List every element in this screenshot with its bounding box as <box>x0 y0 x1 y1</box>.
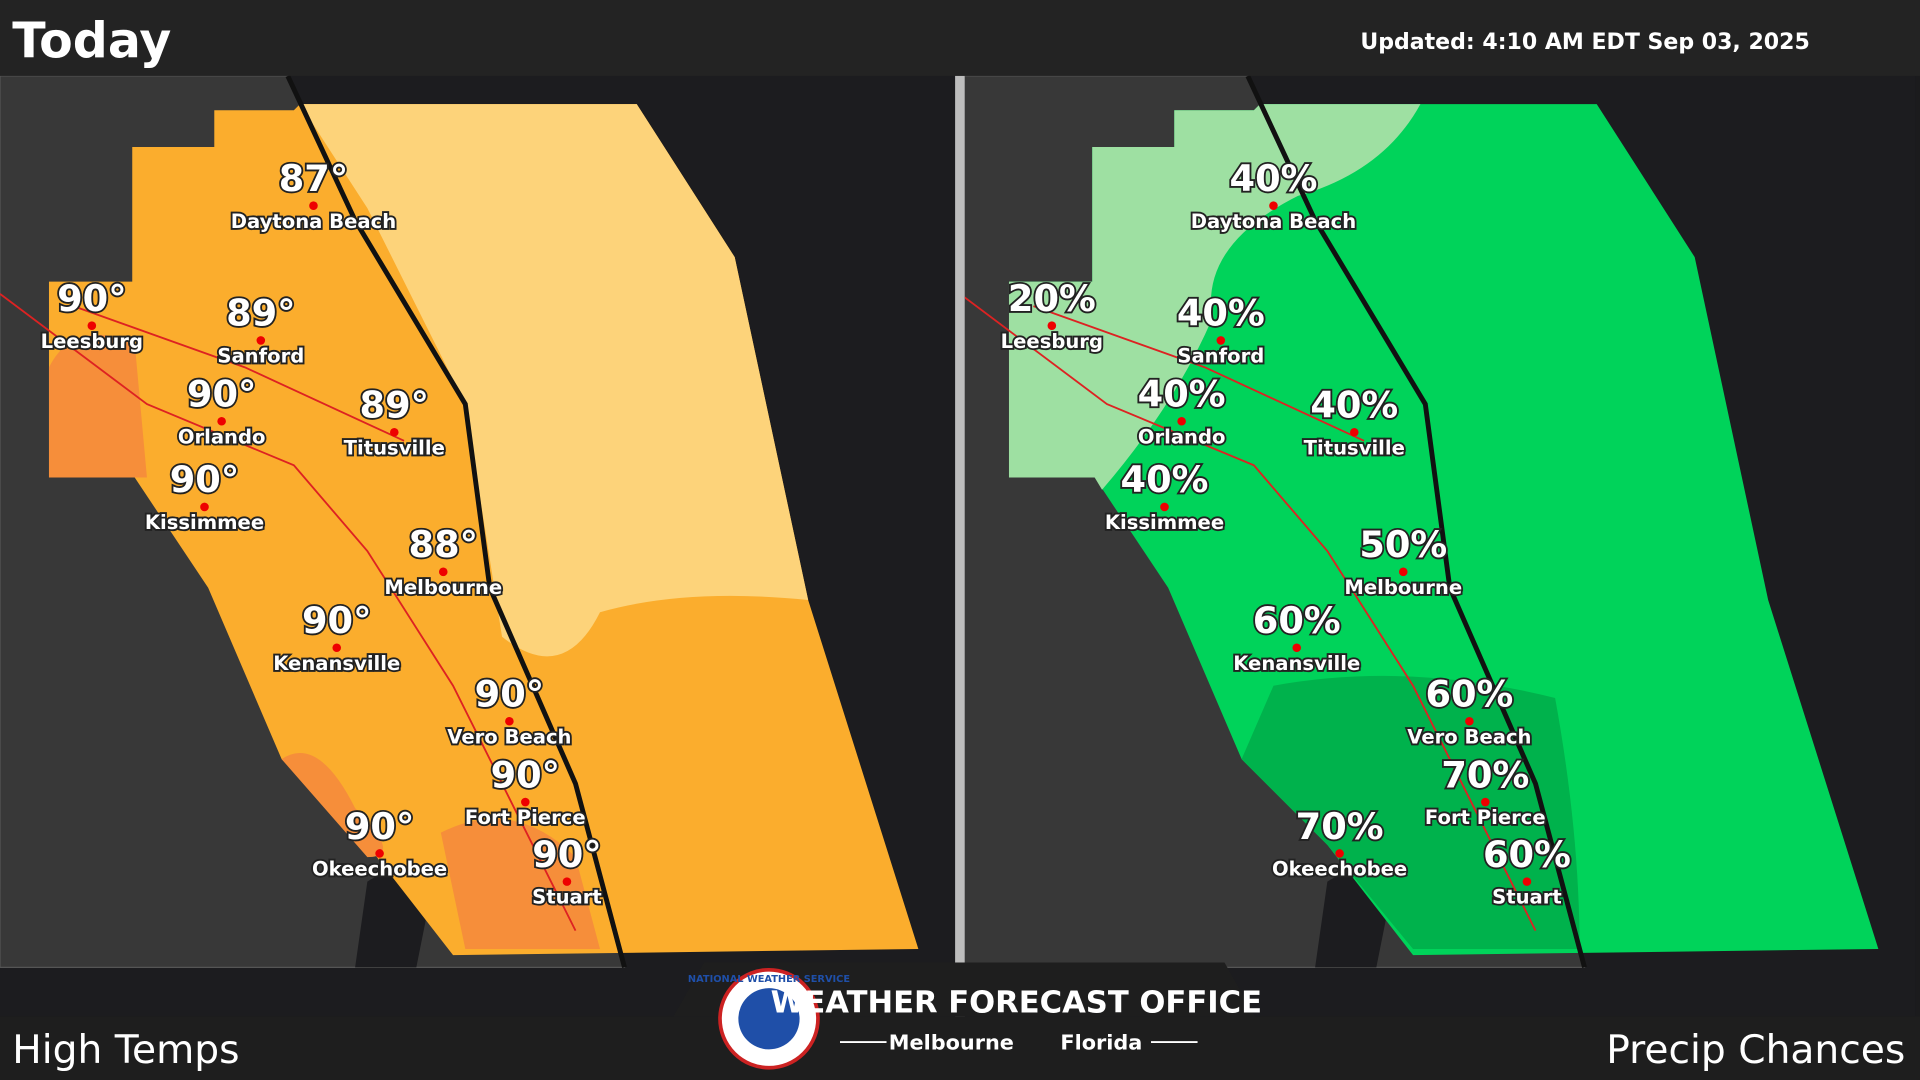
city-name: Kissimmee <box>1105 511 1224 534</box>
panel-label: Precip Chances <box>1606 1028 1905 1073</box>
city-value: 60% <box>1425 673 1513 716</box>
city-value: 89° <box>226 292 295 335</box>
updated: Updated: 4:10 AM EDT Sep 03, 2025 <box>1360 30 1809 55</box>
city-dot <box>1481 797 1490 807</box>
panel-label: High Temps <box>12 1028 239 1073</box>
city-value: 20% <box>1008 277 1096 320</box>
precip-map <box>964 75 1916 1017</box>
city-value: 89° <box>360 384 429 427</box>
city-value: 70% <box>1441 753 1529 796</box>
office-state: Florida <box>1060 1030 1142 1054</box>
city-dot <box>87 321 97 330</box>
city-value: 40% <box>1121 458 1209 501</box>
city-dot <box>309 201 318 210</box>
city-value: 60% <box>1483 833 1571 876</box>
city-value: 60% <box>1253 599 1341 642</box>
city-value: 90° <box>475 673 544 716</box>
city-dot <box>390 427 399 437</box>
city-dot <box>1335 849 1344 858</box>
city-dot <box>1177 416 1186 426</box>
city-value: 40% <box>1230 157 1318 200</box>
city-dot <box>1522 877 1532 886</box>
city-value: 70% <box>1296 805 1384 848</box>
city-name: Stuart <box>1492 886 1562 909</box>
city-dot <box>332 643 342 653</box>
city-dot <box>521 797 530 807</box>
city-name: Titusville <box>344 436 445 459</box>
city-dot <box>1292 643 1302 653</box>
city-value: 90° <box>187 373 256 416</box>
city-name: Stuart <box>532 886 602 909</box>
city-value: 40% <box>1177 292 1265 335</box>
city-dot <box>375 849 384 858</box>
office-title: WEATHER FORECAST OFFICE <box>771 986 1262 1021</box>
city-name: Vero Beach <box>447 725 571 748</box>
temp-map <box>0 75 956 1017</box>
city-name: Fort Pierce <box>465 806 586 829</box>
title: Today <box>12 13 171 70</box>
city-name: Daytona Beach <box>1191 210 1356 233</box>
city-name: Kissimmee <box>145 511 264 534</box>
city-dot <box>200 502 209 512</box>
city-name: Vero Beach <box>1407 725 1531 748</box>
city-dot <box>1269 201 1278 210</box>
city-name: Titusville <box>1304 436 1405 459</box>
city-name: Orlando <box>1138 425 1226 448</box>
city-value: 50% <box>1359 523 1447 566</box>
city-name: Melbourne <box>384 576 502 599</box>
city-dot <box>1047 321 1057 330</box>
city-value: 88° <box>409 523 478 566</box>
city-name: Leesburg <box>1001 330 1103 353</box>
city-dot <box>1160 502 1169 512</box>
logo-text: NATIONAL WEATHER SERVICE <box>688 974 850 985</box>
city-name: Sanford <box>217 344 304 367</box>
city-name: Sanford <box>1177 344 1264 367</box>
city-name: Kenansville <box>273 652 400 675</box>
city-value: 40% <box>1138 373 1226 416</box>
footer-bar <box>0 1016 1920 1080</box>
city-value: 90° <box>532 833 601 876</box>
city-dot <box>438 567 448 577</box>
city-value: 90° <box>302 599 371 642</box>
city-value: 90° <box>345 805 414 848</box>
divider <box>955 75 965 1017</box>
city-value: 90° <box>491 753 560 796</box>
header-bar <box>0 0 1920 76</box>
city-dot <box>562 877 572 886</box>
city-name: Okeechobee <box>312 858 447 881</box>
city-dot <box>1350 427 1359 437</box>
city-name: Melbourne <box>1344 576 1462 599</box>
logo-badge <box>673 962 1256 1017</box>
city-name: Daytona Beach <box>231 210 396 233</box>
city-value: 90° <box>57 277 126 320</box>
city-value: 90° <box>170 458 239 501</box>
city-dot <box>1465 716 1474 726</box>
office-city: Melbourne <box>889 1030 1014 1054</box>
city-name: Leesburg <box>41 330 143 353</box>
city-dot <box>217 416 226 426</box>
city-value: 40% <box>1310 384 1398 427</box>
city-dot <box>256 336 266 345</box>
city-name: Orlando <box>178 425 266 448</box>
city-name: Kenansville <box>1233 652 1360 675</box>
city-dot <box>505 716 514 726</box>
city-dot <box>1216 336 1226 345</box>
city-name: Okeechobee <box>1272 858 1407 881</box>
city-dot <box>1398 567 1408 577</box>
city-value: 87° <box>279 157 348 200</box>
nws-logo-inner <box>738 988 800 1050</box>
city-name: Fort Pierce <box>1425 806 1546 829</box>
